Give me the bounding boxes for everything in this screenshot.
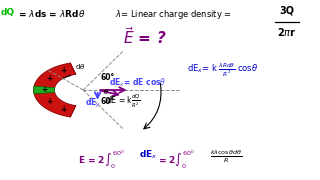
Text: dQ: dQ bbox=[1, 8, 15, 17]
Text: 2$\pi$r: 2$\pi$r bbox=[277, 26, 296, 38]
Text: +: + bbox=[41, 86, 47, 94]
Text: +: + bbox=[60, 66, 67, 75]
Text: 60°: 60° bbox=[101, 96, 115, 105]
Text: dE = k$\frac{dQ}{R^2}$: dE = k$\frac{dQ}{R^2}$ bbox=[106, 93, 140, 110]
Text: dE$_x$= k $\frac{\lambda Rd\theta}{R^2}$ cos$\theta$: dE$_x$= k $\frac{\lambda Rd\theta}{R^2}$… bbox=[187, 62, 259, 79]
Polygon shape bbox=[34, 86, 55, 94]
Text: +: + bbox=[60, 105, 67, 114]
Text: +: + bbox=[46, 96, 52, 105]
Text: 60°: 60° bbox=[101, 73, 115, 82]
Text: dE$_x$: dE$_x$ bbox=[139, 148, 158, 161]
Text: = 2$\int_0^{60^0}$: = 2$\int_0^{60^0}$ bbox=[158, 148, 196, 171]
Text: $\theta$: $\theta$ bbox=[103, 87, 109, 96]
Text: 3Q: 3Q bbox=[279, 5, 294, 15]
Text: = $\lambda$ds = $\lambda$Rd$\theta$: = $\lambda$ds = $\lambda$Rd$\theta$ bbox=[18, 8, 85, 19]
Text: $\vec{E}$ = ?: $\vec{E}$ = ? bbox=[123, 26, 167, 47]
Text: E = 2$\int_0^{60^0}$: E = 2$\int_0^{60^0}$ bbox=[78, 148, 125, 171]
Text: dE$_x$= dE cos$\theta$: dE$_x$= dE cos$\theta$ bbox=[109, 76, 166, 89]
Text: $\frac{k \lambda \cos\theta d\theta}{R}$: $\frac{k \lambda \cos\theta d\theta}{R}$ bbox=[210, 148, 242, 165]
Text: d$\theta$: d$\theta$ bbox=[75, 62, 85, 71]
Text: dE$_y$: dE$_y$ bbox=[85, 97, 101, 110]
Text: $\lambda$= Linear charge density =: $\lambda$= Linear charge density = bbox=[115, 8, 232, 21]
Text: +: + bbox=[46, 75, 52, 84]
Polygon shape bbox=[34, 63, 76, 117]
